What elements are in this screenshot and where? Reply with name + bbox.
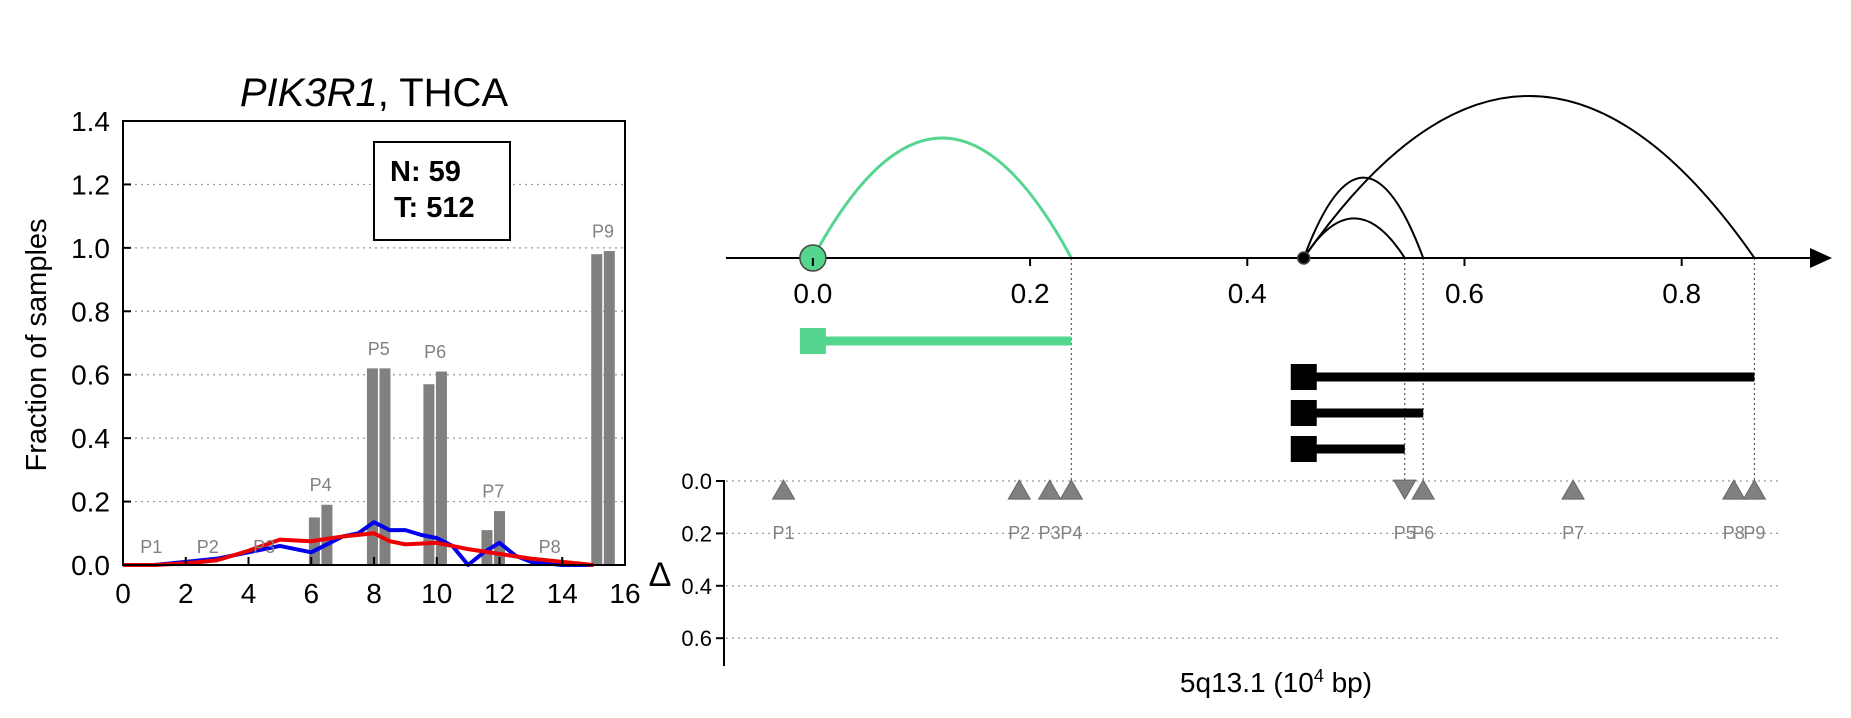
peak-marker <box>1742 479 1767 500</box>
bar <box>435 371 447 565</box>
peak-marker <box>1721 479 1746 500</box>
arcs <box>811 95 1756 259</box>
x-ticks: 0 2 4 6 8 10 12 14 16 <box>115 557 641 609</box>
delta-grid <box>726 480 1780 639</box>
left-chart: PIK3R1, THCA Fraction of samples P1 P2 P3P… <box>21 71 641 609</box>
bar-label: P3 <box>253 537 275 557</box>
start-marker <box>1297 251 1311 265</box>
y-tick-label: 0.4 <box>71 423 110 454</box>
lines <box>123 520 594 567</box>
delta-y-ticks: 0.0 0.2 0.4 0.6 <box>681 469 724 651</box>
peak-label: P8 <box>1723 523 1745 543</box>
bar-label: P2 <box>197 537 219 557</box>
peak-label: P4 <box>1060 523 1082 543</box>
x-tick-label: 0 <box>115 578 131 609</box>
genome-x-ticks: 0.0 0.2 0.4 0.6 0.8 <box>793 258 1701 309</box>
genome-tick-label: 0.8 <box>1662 278 1701 309</box>
delta-axis-label: Δ <box>649 556 672 594</box>
series-line <box>123 531 594 567</box>
bar-label: P1 <box>140 537 162 557</box>
peak-marker <box>1392 479 1417 501</box>
peak-marker <box>771 479 796 500</box>
bar <box>591 254 603 565</box>
bar <box>481 530 493 565</box>
x-tick-label: 14 <box>547 578 578 609</box>
x-tick-label: 8 <box>366 578 382 609</box>
bar-label: P7 <box>482 482 504 502</box>
genome-axis-arrowhead <box>1810 248 1832 268</box>
genome-tick-label: 0.2 <box>1011 278 1050 309</box>
bar <box>366 368 378 565</box>
x-tick-label: 4 <box>241 578 257 609</box>
arc <box>811 136 1073 259</box>
genome-tick-label: 0.6 <box>1445 278 1484 309</box>
info-box: N: 59 T: 512 <box>373 141 511 241</box>
y-tick-label: 1.0 <box>71 233 110 264</box>
y-tick-label: 1.4 <box>71 106 110 137</box>
x-tick-label: 6 <box>303 578 319 609</box>
bar <box>423 384 435 565</box>
x-tick-label: 16 <box>609 578 640 609</box>
genome-tick-label: 0.4 <box>1228 278 1267 309</box>
info-box-n: N: 59 <box>390 156 461 188</box>
y-tick-label: 1.2 <box>71 169 110 200</box>
bar <box>321 504 333 565</box>
x-tick-label: 2 <box>178 578 194 609</box>
y-axis-label: Fraction of samples <box>21 218 53 471</box>
bar <box>603 251 615 565</box>
genome-x-axis-label: 5q13.1 (104 bp) <box>1180 666 1372 698</box>
title-gene: PIK3R1 <box>240 71 378 115</box>
y-tick-label: 0.0 <box>71 550 110 581</box>
peak-marker <box>1561 479 1585 500</box>
x-tick-label: 12 <box>484 578 515 609</box>
bars <box>148 251 615 565</box>
right-diagram: 0.0 0.2 0.4 0.6 0.8 0.00.20.40.6 Δ P1 P2 P3 P4 P… <box>649 95 1832 698</box>
peak-label: P7 <box>1562 523 1584 543</box>
peak-marker <box>1059 479 1084 500</box>
peak-marker <box>1411 479 1436 500</box>
isoforms <box>799 328 1755 462</box>
peak-marker <box>1037 479 1062 500</box>
peak-label: P9 <box>1743 523 1765 543</box>
y-ticks: 0.0 0.2 0.4 0.6 0.8 1.0 1.2 1.4 <box>71 106 131 581</box>
peak-label: P2 <box>1008 523 1030 543</box>
title-rest: , THCA <box>378 71 509 115</box>
peak-label: P6 <box>1412 523 1434 543</box>
delta-tick-label: 0.0 <box>681 469 712 494</box>
bar-label: P6 <box>424 342 446 362</box>
bar-label: P8 <box>539 537 561 557</box>
delta-tick-label: 0.4 <box>681 574 712 599</box>
peak-label: P5 <box>1394 523 1416 543</box>
delta-tick-label: 0.6 <box>681 626 712 651</box>
genome-tick-label: 0.0 <box>793 278 832 309</box>
bar-label: P9 <box>592 222 614 242</box>
chart-title: PIK3R1, THCA <box>240 71 509 115</box>
y-tick-label: 0.6 <box>71 360 110 391</box>
y-tick-label: 0.2 <box>71 487 110 518</box>
arc <box>1302 95 1756 259</box>
peak-label: P1 <box>773 523 795 543</box>
x-tick-label: 10 <box>421 578 452 609</box>
peak-marker <box>1007 479 1032 500</box>
info-box-t: T: 512 <box>394 192 475 224</box>
peak-label: P3 <box>1039 523 1061 543</box>
y-tick-label: 0.8 <box>71 296 110 327</box>
bar-label: P4 <box>310 475 332 495</box>
delta-tick-label: 0.2 <box>681 521 712 546</box>
arc <box>1302 176 1425 259</box>
bar <box>379 368 391 565</box>
info-box-frame <box>373 141 511 241</box>
bar-labels: P1 P2 P3 P4 P5 P6 P7 P8 P9 <box>140 222 614 558</box>
bar <box>494 511 505 565</box>
bar-label: P5 <box>368 339 390 359</box>
